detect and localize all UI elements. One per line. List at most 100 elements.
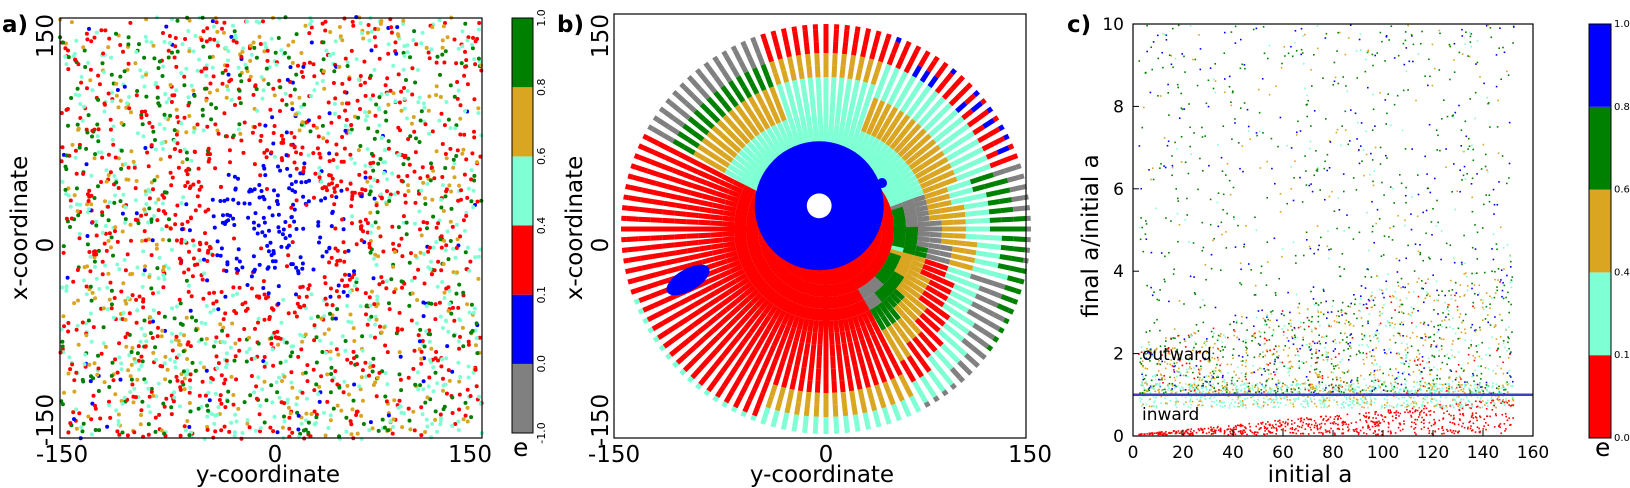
panel-a-point <box>244 359 249 364</box>
panel-a-point <box>210 65 215 70</box>
panel-c-point <box>1361 160 1363 162</box>
panel-a-point <box>226 72 231 77</box>
panel-a-point <box>108 170 113 175</box>
panel-a-point <box>348 152 353 157</box>
panel-a-point <box>453 422 458 426</box>
panel-c-point <box>1149 392 1152 394</box>
panel-a-point <box>287 186 292 191</box>
panel-b-spoke <box>847 66 855 80</box>
panel-b-spoke <box>728 189 741 199</box>
panel-b-spoke <box>771 333 782 347</box>
panel-a-point <box>207 398 212 403</box>
panel-b-spoke <box>713 354 725 368</box>
panel-a-point <box>222 198 227 203</box>
panel-b-spoke <box>987 126 1001 138</box>
panel-a-point <box>397 100 402 105</box>
panel-b-spoke <box>776 361 786 375</box>
panel-a-point <box>469 330 474 335</box>
panel-a-point <box>230 321 235 326</box>
panel-a-point <box>123 268 128 273</box>
panel-a-point <box>110 137 115 142</box>
panel-c-point <box>1309 371 1311 373</box>
panel-c-point <box>1143 389 1146 392</box>
panel-a-point <box>86 414 91 419</box>
panel-a-colorbar-tick: -1.0 <box>535 422 548 443</box>
panel-a-point <box>156 290 161 295</box>
panel-a-colorbar-tick: 0.1 <box>535 286 548 304</box>
panel-c-point <box>1254 336 1257 339</box>
panel-b-spoke <box>769 259 783 272</box>
panel-a-point <box>378 324 382 329</box>
panel-a-point <box>133 198 138 203</box>
panel-a-point <box>208 37 213 42</box>
panel-b-spoke <box>880 212 894 220</box>
panel-a-point <box>224 95 229 100</box>
panel-b-spoke <box>905 216 918 224</box>
panel-a-point <box>316 392 321 397</box>
panel-a-point <box>467 268 472 273</box>
panel-a-point <box>126 165 131 170</box>
panel-a-point <box>397 350 402 355</box>
panel-a-point <box>301 64 306 69</box>
panel-a-point <box>440 357 445 362</box>
panel-a-point <box>247 78 252 83</box>
panel-a-point <box>280 98 285 103</box>
panel-b-spoke <box>901 132 914 145</box>
panel-b-spoke <box>632 174 646 183</box>
panel-a-point <box>126 42 131 47</box>
panel-a-point <box>300 145 305 150</box>
panel-b-spoke <box>690 78 703 91</box>
panel-a-point <box>271 363 276 368</box>
panel-b-spoke <box>713 75 725 89</box>
panel-b-spoke <box>758 26 767 40</box>
panel-b-spoke <box>698 358 711 371</box>
panel-a-point <box>477 335 482 340</box>
panel-a-point <box>127 106 132 111</box>
panel-b-spoke <box>724 146 738 158</box>
panel-a-point <box>201 128 206 133</box>
panel-a-point <box>415 298 420 302</box>
panel-b-spoke <box>734 104 746 118</box>
panel-b-spoke <box>931 150 945 162</box>
panel-b-spoke <box>865 135 876 149</box>
panel-b-spoke <box>837 294 846 308</box>
panel-b-spoke <box>952 204 965 212</box>
panel-b-spoke <box>949 367 962 380</box>
panel-a-point <box>425 424 430 429</box>
panel-b-spoke <box>921 157 935 168</box>
panel-a-point <box>248 43 253 48</box>
panel-b-spoke <box>838 367 845 381</box>
panel-a-point <box>286 243 291 248</box>
panel-a-point <box>387 199 392 203</box>
panel-a-point <box>108 415 113 420</box>
panel-b-spoke <box>841 102 849 115</box>
panel-a-point <box>149 389 154 394</box>
panel-a-point <box>186 340 191 345</box>
panel-b-spoke <box>881 341 892 355</box>
panel-a-point <box>252 390 257 395</box>
panel-b-spoke <box>863 282 876 296</box>
panel-b-spoke <box>631 308 645 318</box>
panel-c-point <box>1406 343 1408 345</box>
panel-a-point <box>446 257 451 262</box>
panel-a-point <box>385 350 390 355</box>
panel-a-point <box>73 58 78 63</box>
panel-a-point <box>187 390 192 395</box>
panel-b-spoke <box>919 375 931 389</box>
panel-a-point <box>419 356 424 361</box>
panel-a-point <box>299 347 304 352</box>
panel-b-spoke <box>766 100 777 114</box>
panel-a-point <box>181 195 186 200</box>
panel-a-point <box>172 55 177 60</box>
panel-b-spoke <box>895 56 905 70</box>
panel-a-point <box>149 217 154 222</box>
panel-a-point <box>209 117 214 122</box>
panel-a-point <box>113 193 118 198</box>
panel-a-point <box>105 307 110 312</box>
panel-a-point <box>202 365 206 370</box>
panel-b-spoke <box>964 210 978 217</box>
panel-a-point <box>402 281 407 286</box>
panel-c-point <box>1215 403 1218 406</box>
panel-b-spoke <box>659 93 673 106</box>
panel-a-point <box>312 323 317 328</box>
